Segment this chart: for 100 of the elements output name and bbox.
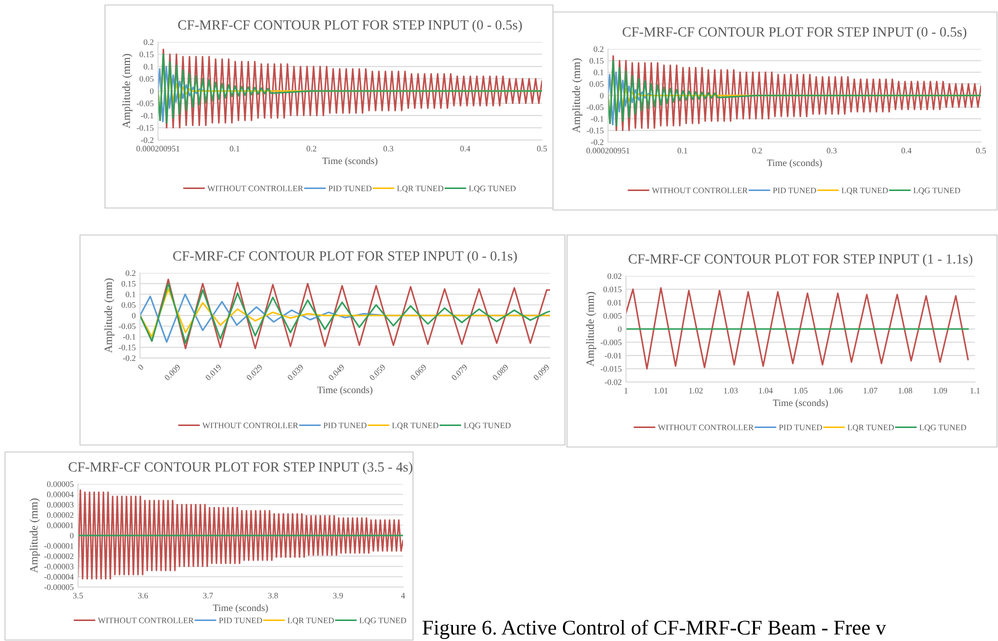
legend-label: LQR TUNED bbox=[848, 424, 894, 432]
y-tick-label: -0.00004 bbox=[44, 574, 74, 580]
y-tick-label: -0.15 bbox=[118, 344, 136, 350]
y-tick-label: 0.2 bbox=[144, 39, 154, 46]
legend-label: WITHOUT CONTROLLER bbox=[202, 422, 298, 428]
x-tick-label: 3.6 bbox=[138, 592, 148, 598]
y-tick-label: 0 bbox=[600, 92, 604, 98]
y-tick-label: 0.15 bbox=[590, 58, 604, 64]
y-tick-label: -0.00002 bbox=[44, 553, 74, 560]
x-tick-label: 0.000200951 bbox=[136, 146, 180, 152]
y-tick-label: 0 bbox=[70, 532, 74, 538]
y-tick-label: -0.01 bbox=[604, 352, 622, 359]
y-tick-label: -0.00005 bbox=[44, 584, 74, 590]
y-tick-label: 0.05 bbox=[590, 81, 604, 87]
y-tick-label: -0.00003 bbox=[44, 564, 74, 570]
legend-label: PID TUNED bbox=[772, 188, 816, 194]
chart-title: CF-MRF-CF CONTOUR PLOT FOR STEP INPUT (0 - 0.1s) bbox=[173, 250, 517, 264]
legend-label: WITHOUT CONTROLLER bbox=[652, 188, 748, 194]
x-axis-title: Time (sconds) bbox=[772, 399, 828, 408]
legend-label: LQG TUNED bbox=[464, 422, 511, 430]
y-tick-label: 0.15 bbox=[140, 52, 154, 58]
x-tick-label: 1 bbox=[624, 388, 628, 394]
y-tick-label: 0.00003 bbox=[47, 502, 74, 508]
x-tick-label: 0.4 bbox=[901, 148, 912, 154]
legend-label: LQG TUNED bbox=[913, 188, 960, 195]
y-axis-title: Amplitude (mm) bbox=[572, 58, 582, 133]
y-tick-label: 0 bbox=[132, 312, 136, 318]
x-tick-label: 1.06 bbox=[828, 388, 842, 394]
legend-label: LQG TUNED bbox=[919, 424, 966, 432]
chart-title: CF-MRF-CF CONTOUR PLOT FOR STEP INPUT (1 - 1.1s) bbox=[628, 254, 972, 266]
x-tick-label: 3.5 bbox=[73, 592, 83, 598]
y-tick-label: -0.15 bbox=[586, 128, 604, 134]
chart-title: CF-MRF-CF CONTOUR PLOT FOR STEP INPUT (0 - 0.5s) bbox=[622, 26, 966, 40]
legend-label: PID TUNED bbox=[218, 618, 262, 624]
x-axis-title: Time (sconds) bbox=[317, 386, 372, 396]
line-series bbox=[78, 489, 403, 580]
y-tick-label: 0.005 bbox=[603, 313, 622, 319]
x-tick-label: 3.9 bbox=[333, 592, 343, 598]
x-tick-label: 0.1 bbox=[678, 148, 688, 154]
y-tick-label: -0.05 bbox=[118, 323, 136, 330]
y-tick-label: 0.00005 bbox=[47, 481, 74, 488]
y-axis-title: Amplitude (mm) bbox=[104, 278, 114, 353]
x-tick-label: 1.01 bbox=[654, 388, 668, 394]
y-tick-label: -0.005 bbox=[600, 340, 622, 346]
x-tick-label: 1.04 bbox=[759, 388, 773, 394]
legend-label: LQG TUNED bbox=[359, 618, 406, 625]
chart-title: CF-MRF-CF CONTOUR PLOT FOR STEP INPUT (3.5 - 4s) bbox=[68, 462, 412, 474]
legend-label: WITHOUT CONTROLLER bbox=[207, 186, 304, 192]
legend-label: LQR TUNED bbox=[842, 188, 888, 195]
y-tick-label: -0.15 bbox=[136, 125, 154, 131]
x-tick-label: 1.08 bbox=[898, 388, 912, 394]
x-tick-label: 1.02 bbox=[689, 388, 703, 394]
legend-label: LQR TUNED bbox=[392, 422, 438, 430]
y-tick-label: 0 bbox=[150, 88, 154, 94]
y-tick-label: -0.05 bbox=[586, 104, 604, 110]
x-tick-label: 0.4 bbox=[460, 146, 470, 152]
x-axis-title: Time (sconds) bbox=[766, 159, 822, 168]
y-tick-label: 0.00001 bbox=[47, 522, 74, 528]
chart-title: CF-MRF-CF CONTOUR PLOT FOR STEP INPUT (0 - 0.5s) bbox=[178, 20, 522, 32]
legend-label: WITHOUT CONTROLLER bbox=[658, 424, 754, 430]
y-tick-label: 0.00004 bbox=[47, 492, 74, 498]
y-tick-label: 0.2 bbox=[126, 270, 136, 276]
legend-label: PID TUNED bbox=[778, 424, 822, 430]
x-tick-label: 0.1 bbox=[230, 146, 240, 152]
y-tick-label: 0.05 bbox=[140, 76, 154, 82]
y-tick-label: 0 bbox=[618, 326, 622, 332]
y-tick-label: -0.1 bbox=[122, 334, 136, 340]
x-tick-label: 0.000200951 bbox=[586, 148, 630, 154]
y-tick-label: 0.1 bbox=[126, 292, 136, 298]
x-tick-label: 3.8 bbox=[268, 592, 278, 598]
y-tick-label: -0.1 bbox=[590, 116, 604, 122]
line-series bbox=[626, 287, 969, 370]
x-tick-label: 0.3 bbox=[826, 148, 837, 154]
x-tick-label: 1.03 bbox=[724, 388, 738, 394]
x-tick-label: 0.5 bbox=[976, 148, 986, 154]
x-tick-label: 1.09 bbox=[934, 388, 948, 394]
x-tick-label: 1.07 bbox=[864, 388, 878, 394]
y-tick-label: 0.1 bbox=[144, 64, 154, 70]
x-axis-title: Time (sconds) bbox=[212, 604, 268, 614]
x-axis-title: Time (sconds) bbox=[322, 157, 378, 166]
y-tick-label: -0.1 bbox=[140, 112, 154, 119]
caption: Figure 6. Active Control of CF-MRF-CF Beam - Free v bbox=[422, 620, 886, 639]
legend-label: PID TUNED bbox=[328, 186, 372, 192]
x-tick-label: 0.5 bbox=[537, 146, 547, 152]
y-tick-label: 0.015 bbox=[603, 286, 622, 292]
legend-label: WITHOUT CONTROLLER bbox=[98, 618, 194, 624]
x-tick-label: 0.3 bbox=[383, 146, 394, 152]
y-tick-label: -0.00001 bbox=[44, 543, 74, 549]
x-tick-label: 4 bbox=[401, 592, 405, 598]
legend-label: PID TUNED bbox=[323, 422, 367, 428]
y-tick-label: 0.02 bbox=[608, 273, 622, 280]
y-tick-label: -0.2 bbox=[122, 355, 136, 362]
x-tick-label: 0.2 bbox=[306, 146, 316, 152]
x-tick-label: 1.05 bbox=[794, 388, 808, 394]
y-axis-title: Amplitude (mm) bbox=[122, 54, 132, 128]
y-tick-label: 0.01 bbox=[608, 300, 622, 306]
y-tick-label: -0.02 bbox=[604, 379, 622, 386]
x-tick-label: 1.1 bbox=[970, 388, 980, 394]
y-tick-label: -0.05 bbox=[136, 100, 154, 106]
y-tick-label: 0.15 bbox=[122, 280, 136, 287]
